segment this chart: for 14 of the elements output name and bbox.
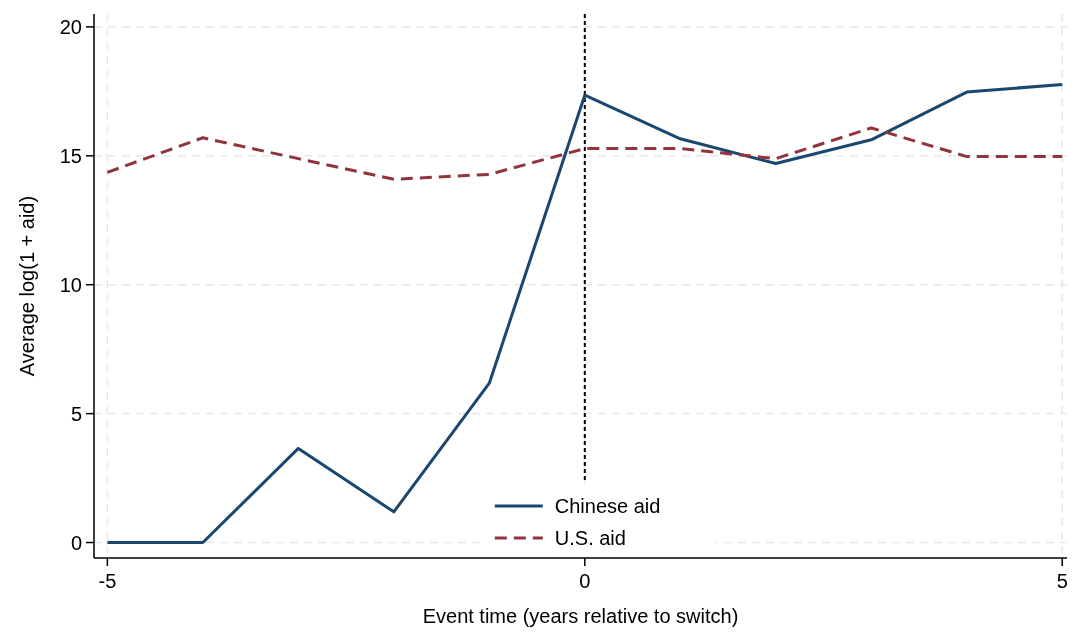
- x-tick-label: 5: [1056, 570, 1068, 592]
- x-tick-label: 0: [579, 570, 591, 592]
- line-series: [105, 82, 1064, 545]
- legend-label: Chinese aid: [554, 495, 661, 517]
- x-axis-title: Event time (years relative to switch): [422, 605, 739, 627]
- y-tick-label: 10: [59, 273, 82, 296]
- y-tick-label: 5: [70, 402, 82, 425]
- x-tick-label: -5: [98, 570, 117, 592]
- y-tick-label: 20: [59, 15, 82, 38]
- y-tick-label: 15: [59, 144, 82, 167]
- y-tick-label: 0: [70, 531, 82, 554]
- line-series: [105, 126, 1064, 181]
- legend-label: U.S. aid: [554, 527, 626, 549]
- y-axis-title: Average log(1 + aid): [16, 195, 38, 377]
